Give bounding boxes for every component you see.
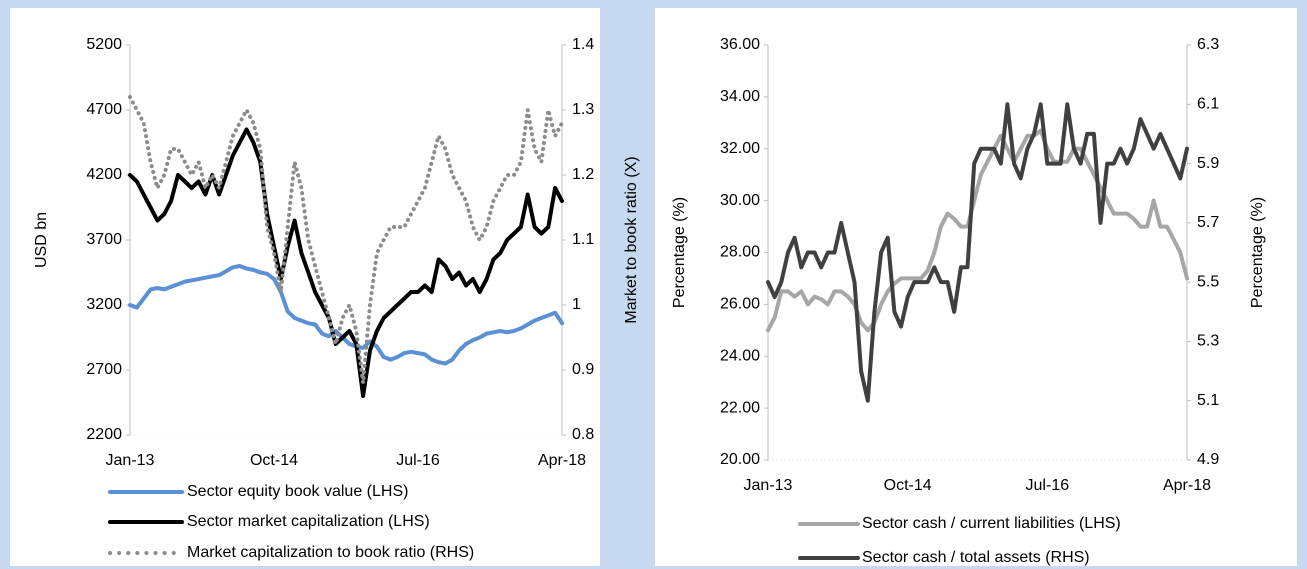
series-line bbox=[128, 264, 564, 366]
legend-label: Sector equity book value (LHS) bbox=[187, 483, 408, 500]
y-tick-label: 5200 bbox=[86, 36, 122, 53]
y-tick-label: 2700 bbox=[86, 361, 122, 378]
y2-tick-label: 6.1 bbox=[1197, 96, 1219, 113]
y2-tick-label: 1.1 bbox=[572, 231, 594, 248]
legend-label: Sector cash / current liabilities (LHS) bbox=[862, 515, 1121, 532]
series-line bbox=[128, 95, 564, 385]
y-tick-label: 2200 bbox=[86, 426, 122, 443]
y-tick-label: 3200 bbox=[86, 296, 122, 313]
x-tick-label: Jan-13 bbox=[744, 477, 793, 494]
x-tick-label: Oct-14 bbox=[250, 452, 298, 469]
series-line bbox=[766, 128, 1189, 333]
y2-tick-label: 5.7 bbox=[1197, 214, 1219, 231]
x-tick-label: Apr-18 bbox=[1163, 477, 1211, 494]
y-tick-label: 3700 bbox=[86, 231, 122, 248]
panel bbox=[655, 8, 1297, 566]
y2-tick-label: 1.4 bbox=[572, 36, 594, 53]
y-tick-label: 26.00 bbox=[720, 296, 760, 313]
y2-tick-label: 5.5 bbox=[1197, 273, 1219, 290]
legend-label: Sector market capitalization (LHS) bbox=[187, 513, 430, 530]
y2-tick-label: 5.1 bbox=[1197, 392, 1219, 409]
x-tick-label: Jul-16 bbox=[396, 452, 440, 469]
legend-label: Sector cash / total assets (RHS) bbox=[862, 549, 1090, 566]
axis-label: Percentage (%) bbox=[671, 197, 688, 308]
y2-tick-label: 1.3 bbox=[572, 101, 594, 118]
y2-tick-label: 5.3 bbox=[1197, 333, 1219, 350]
y2-tick-label: 6.3 bbox=[1197, 36, 1219, 53]
y2-tick-label: 5.9 bbox=[1197, 155, 1219, 172]
y-tick-label: 4700 bbox=[86, 101, 122, 118]
x-tick-label: Jul-16 bbox=[1026, 477, 1070, 494]
x-tick-label: Jan-13 bbox=[106, 452, 155, 469]
y2-tick-label: 4.9 bbox=[1197, 451, 1219, 468]
axis-label: USD bn bbox=[33, 212, 50, 268]
y-tick-label: 28.00 bbox=[720, 244, 760, 261]
y-tick-label: 30.00 bbox=[720, 192, 760, 209]
y-tick-label: 22.00 bbox=[720, 399, 760, 416]
y2-tick-label: 0.8 bbox=[572, 426, 594, 443]
y-tick-label: 24.00 bbox=[720, 347, 760, 364]
axis-label: Percentage (%) bbox=[1249, 197, 1266, 308]
y2-tick-label: 0.9 bbox=[572, 361, 594, 378]
y-tick-label: 20.00 bbox=[720, 451, 760, 468]
x-tick-label: Oct-14 bbox=[884, 477, 932, 494]
y-tick-label: 32.00 bbox=[720, 140, 760, 157]
panel bbox=[10, 8, 600, 566]
series-line bbox=[128, 127, 564, 398]
y2-tick-label: 1.2 bbox=[572, 166, 594, 183]
y-tick-label: 36.00 bbox=[720, 36, 760, 53]
axis-label: Market to book ratio (X) bbox=[623, 156, 640, 323]
y2-tick-label: 1 bbox=[572, 296, 581, 313]
y-tick-label: 34.00 bbox=[720, 88, 760, 105]
y-tick-label: 4200 bbox=[86, 166, 122, 183]
series-line bbox=[766, 102, 1189, 403]
x-tick-label: Apr-18 bbox=[538, 452, 586, 469]
legend-label: Market capitalization to book ratio (RHS… bbox=[187, 544, 474, 561]
